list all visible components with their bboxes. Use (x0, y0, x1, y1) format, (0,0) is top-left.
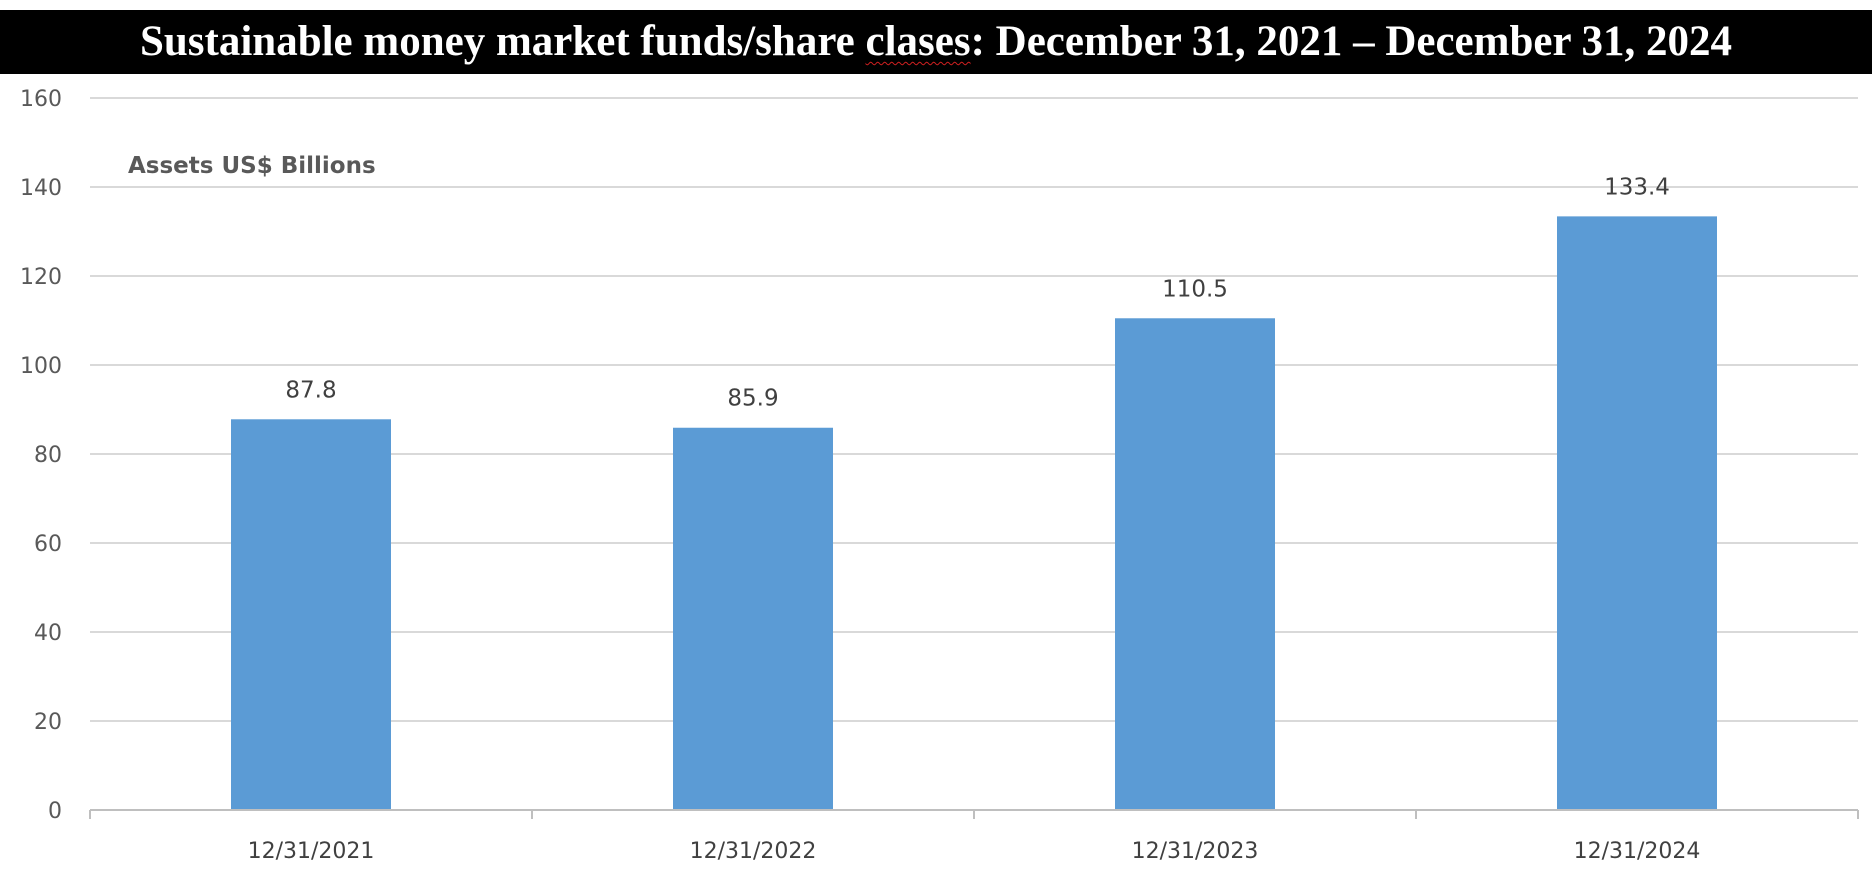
data-label: 133.4 (1604, 174, 1670, 200)
y-axis-tick-labels: 0 20 40 60 80 100 120 140 160 (20, 87, 62, 824)
chart-title: Sustainable money market funds/share cla… (0, 10, 1872, 74)
y-tick-label: 80 (34, 443, 62, 468)
bar-12-31-2024 (1557, 216, 1717, 810)
x-tick-label: 12/31/2022 (690, 839, 817, 864)
y-tick-label: 20 (34, 710, 62, 735)
y-tick-label: 40 (34, 621, 62, 646)
data-label: 87.8 (285, 377, 336, 403)
bar-12-31-2023 (1115, 318, 1275, 810)
x-axis (89, 809, 1859, 819)
x-tick-label: 12/31/2024 (1574, 839, 1701, 864)
y-tick-label: 60 (34, 532, 62, 557)
data-labels: 87.8 85.9 110.5 133.4 (285, 174, 1670, 411)
data-label: 110.5 (1162, 276, 1228, 302)
y-tick-label: 0 (48, 799, 62, 824)
chart-title-part-1: Sustainable money market funds/share (139, 18, 866, 65)
unit-label: Assets US$ Billions (128, 153, 376, 179)
bars (231, 216, 1717, 810)
y-tick-label: 100 (20, 354, 62, 379)
bar-12-31-2021 (231, 419, 391, 810)
x-tick-label: 12/31/2021 (248, 839, 375, 864)
chart-title-misspelled-word: clases (865, 18, 971, 65)
y-tick-label: 160 (20, 87, 62, 112)
y-tick-label: 140 (20, 176, 62, 201)
bar-12-31-2022 (673, 427, 833, 810)
chart-title-part-3: : December 31, 2021 – December 31, 2024 (970, 18, 1733, 65)
x-tick-label: 12/31/2023 (1132, 839, 1259, 864)
x-axis-tick-labels: 12/31/2021 12/31/2022 12/31/2023 12/31/2024 (248, 839, 1701, 864)
data-label: 85.9 (727, 386, 778, 412)
y-tick-label: 120 (20, 265, 62, 290)
